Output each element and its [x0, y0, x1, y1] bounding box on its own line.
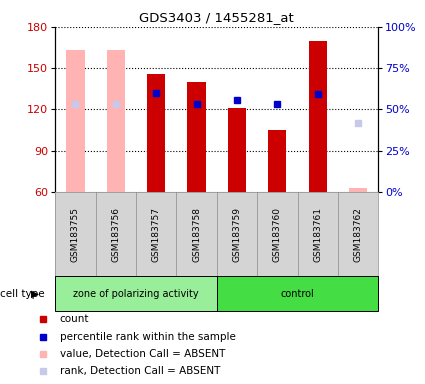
Text: GSM183758: GSM183758 [192, 207, 201, 262]
Text: GSM183756: GSM183756 [111, 207, 120, 262]
Text: count: count [60, 314, 89, 324]
Bar [349, 188, 367, 192]
Text: GSM183762: GSM183762 [354, 207, 363, 262]
Bar [228, 108, 246, 192]
Text: GSM183761: GSM183761 [313, 207, 322, 262]
Bar [187, 82, 206, 192]
Text: rank, Detection Call = ABSENT: rank, Detection Call = ABSENT [60, 366, 220, 376]
Text: GSM183760: GSM183760 [273, 207, 282, 262]
Bar [66, 50, 85, 192]
Text: GSM183759: GSM183759 [232, 207, 241, 262]
Bar [309, 41, 327, 192]
Text: percentile rank within the sample: percentile rank within the sample [60, 332, 236, 342]
Text: control: control [280, 289, 314, 299]
Bar [147, 74, 165, 192]
Text: GSM183757: GSM183757 [152, 207, 161, 262]
Text: cell type: cell type [0, 289, 45, 299]
Text: zone of polarizing activity: zone of polarizing activity [73, 289, 199, 299]
Text: value, Detection Call = ABSENT: value, Detection Call = ABSENT [60, 349, 225, 359]
Bar [55, 276, 217, 311]
Bar [268, 130, 286, 192]
Text: GSM183755: GSM183755 [71, 207, 80, 262]
Text: ▶: ▶ [31, 289, 40, 299]
Bar [107, 50, 125, 192]
Title: GDS3403 / 1455281_at: GDS3403 / 1455281_at [139, 11, 294, 24]
Bar [217, 276, 378, 311]
